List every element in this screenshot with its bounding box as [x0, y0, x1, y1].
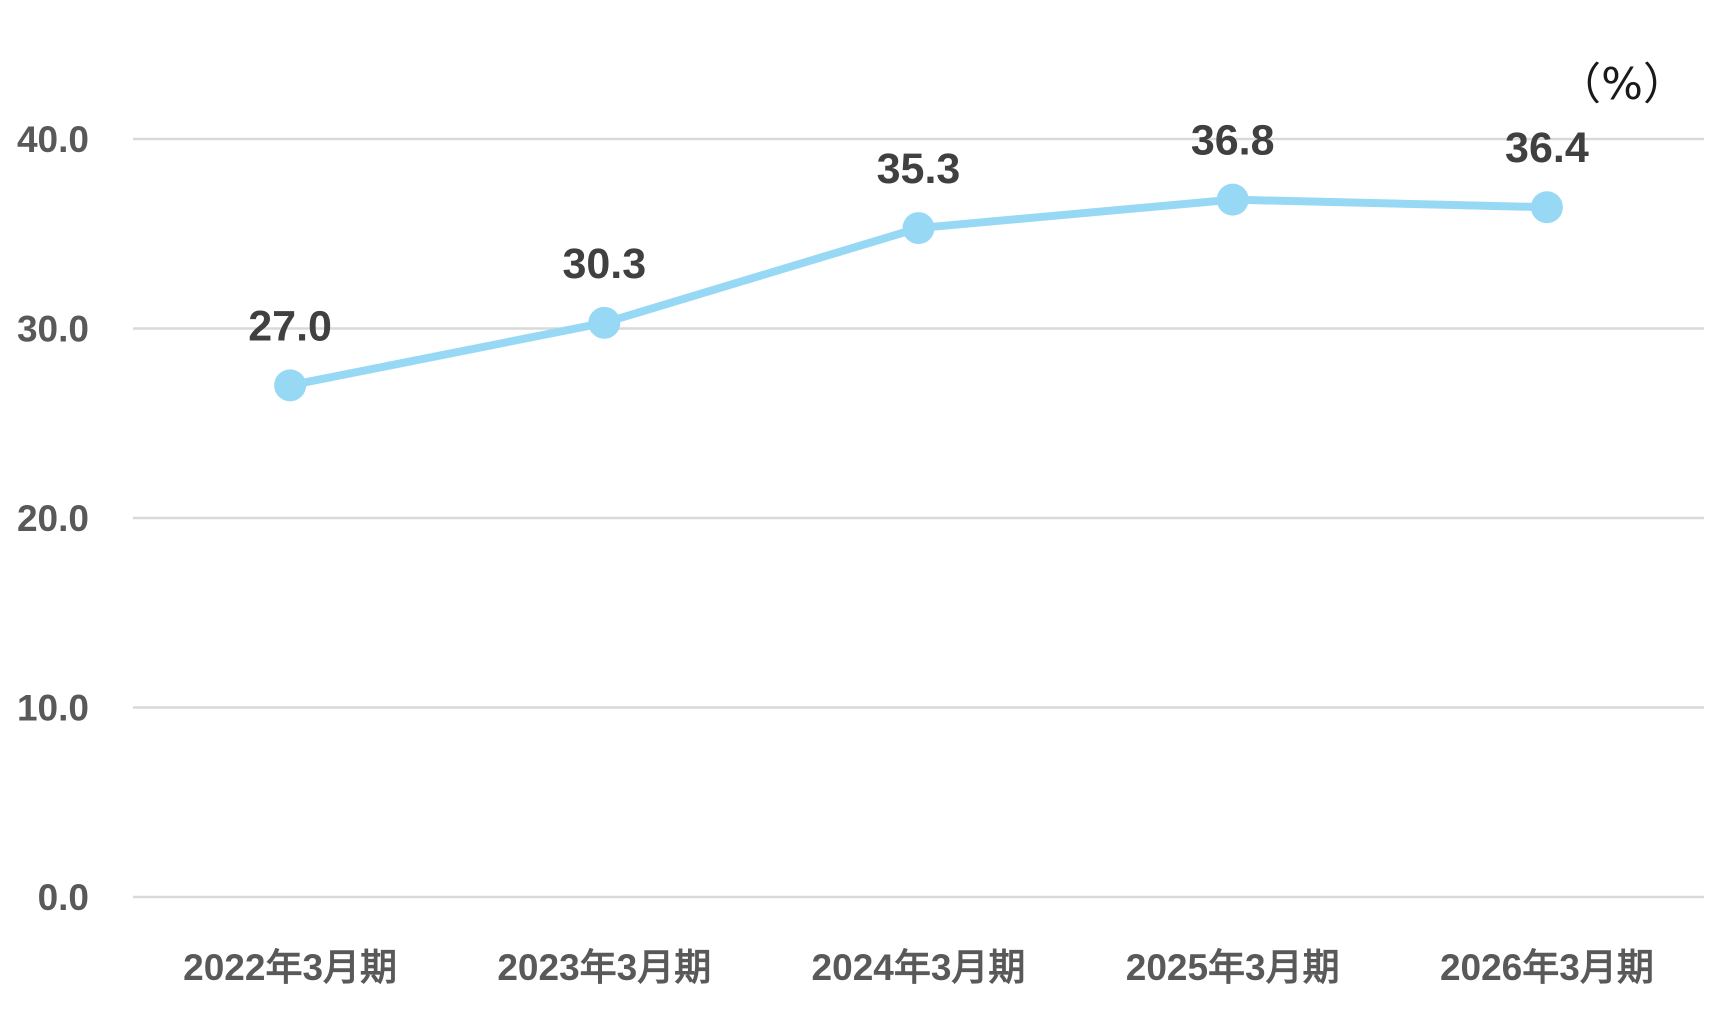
- data-label: 30.3: [562, 240, 646, 288]
- data-label: 36.4: [1505, 124, 1589, 172]
- data-label: 27.0: [248, 302, 332, 350]
- data-point: [588, 306, 621, 339]
- data-label: 36.8: [1191, 117, 1275, 165]
- y-tick-label: 20.0: [17, 498, 89, 539]
- y-tick-label: 0.0: [38, 877, 89, 918]
- unit-label: （%）: [1557, 59, 1687, 110]
- y-tick-label: 30.0: [17, 309, 89, 350]
- data-points: [274, 183, 1563, 402]
- y-axis-tick-labels: 0.0 10.0 20.0 30.0 40.0: [17, 119, 89, 918]
- data-labels: 27.0 30.3 35.3 36.8 36.4: [248, 117, 1589, 351]
- gridlines: [133, 137, 1704, 899]
- y-tick-label: 40.0: [17, 119, 89, 160]
- data-point: [1216, 183, 1249, 216]
- data-point: [902, 212, 935, 245]
- data-label: 35.3: [877, 145, 961, 193]
- x-tick-label: 2026年3月期: [1440, 947, 1654, 988]
- x-tick-label: 2025年3月期: [1126, 947, 1340, 988]
- x-tick-label: 2022年3月期: [183, 947, 397, 988]
- data-point: [274, 369, 307, 402]
- x-axis-tick-labels: 2022年3月期 2023年3月期 2024年3月期 2025年3月期 2026年3月期: [183, 947, 1654, 988]
- x-tick-label: 2023年3月期: [497, 947, 711, 988]
- data-point: [1530, 191, 1563, 224]
- y-tick-label: 10.0: [17, 688, 89, 729]
- x-tick-label: 2024年3月期: [812, 947, 1026, 988]
